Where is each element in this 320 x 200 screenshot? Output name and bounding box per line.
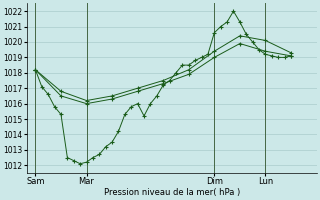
X-axis label: Pression niveau de la mer( hPa ): Pression niveau de la mer( hPa )	[104, 188, 240, 197]
